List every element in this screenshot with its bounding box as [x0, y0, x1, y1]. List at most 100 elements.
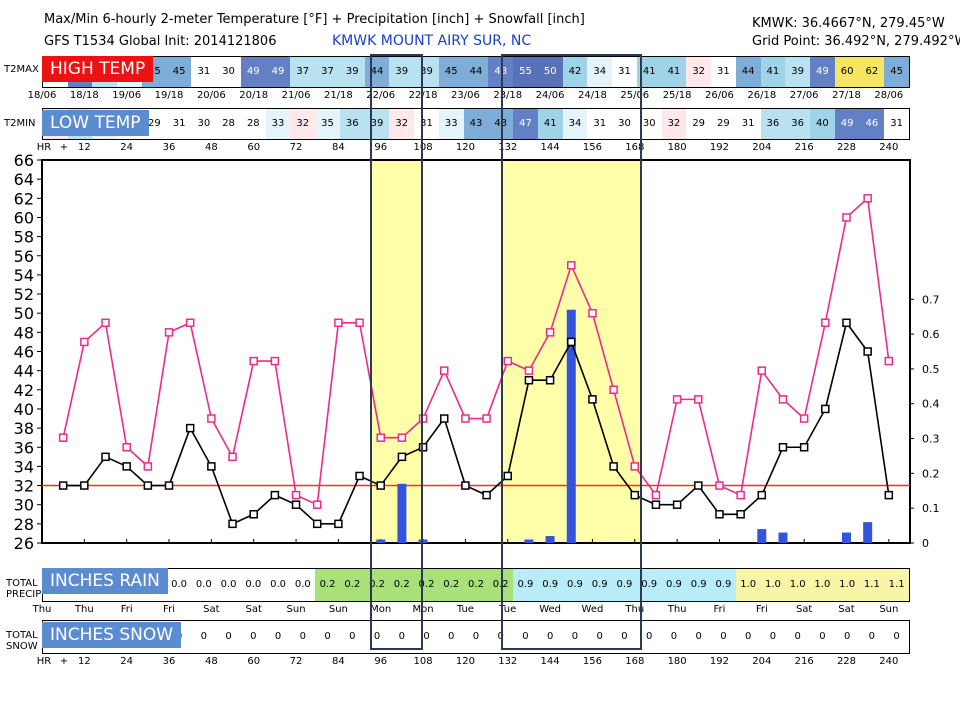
t2min-point	[545, 375, 555, 385]
y-tick-label: 38	[14, 419, 34, 438]
snow-cell: 0	[562, 621, 588, 653]
snow-cell: 0	[389, 621, 415, 653]
day-tick: Thu	[667, 604, 687, 615]
y-tick-label: 62	[14, 189, 34, 208]
y2-tick-label: 0.3	[922, 433, 940, 446]
day-tick: Wed	[539, 604, 561, 615]
t2max-cell: 31	[711, 57, 736, 87]
hour-tick: 180	[667, 656, 687, 667]
t2max-point	[249, 356, 258, 366]
hour-tick: 168	[625, 656, 645, 667]
precip-bar	[841, 532, 851, 543]
precip-cell: 0.2	[414, 569, 439, 601]
snow-cell: 0	[191, 621, 217, 653]
t2max-point	[122, 443, 131, 452]
hour-axis-top: HR +12 24 36 48 60 72 84 96 108 120 132 144 156 168 180…	[0, 142, 960, 156]
t2min-point	[863, 347, 872, 356]
t2min-row: 3239342829313028283332353639323133434347…	[42, 108, 910, 140]
snow-cell: 0	[661, 621, 687, 653]
t2max-cell: 41	[760, 57, 786, 87]
t2min-cell: 30	[636, 109, 662, 139]
precip-cell: 0.9	[636, 569, 662, 601]
hour-tick: 72	[289, 142, 303, 153]
total-precip-label: TOTAL PRECIP	[6, 578, 41, 600]
t2max-cell: 41	[661, 57, 687, 87]
y2-tick-label: 0.2	[922, 467, 940, 480]
snow-cell: 0	[339, 621, 365, 653]
t2min-point	[482, 490, 491, 500]
t2min-cell: 32	[661, 109, 687, 139]
day-tick: Fri	[120, 604, 133, 615]
y-tick-label: 32	[14, 477, 34, 496]
t2min-cell: 28	[216, 109, 241, 139]
t2min-point	[397, 452, 407, 462]
y2-tick-label: 0.6	[922, 328, 940, 341]
day-tick: Sat	[838, 604, 855, 615]
precip-bar	[778, 532, 788, 543]
day-tick: Tue	[456, 604, 474, 615]
t2min-point	[418, 443, 428, 452]
hour-tick: 24	[120, 656, 134, 667]
t2min-line	[63, 320, 890, 525]
t2max-point	[185, 318, 195, 328]
precip-cell: 1.1	[884, 569, 909, 601]
t2max-point	[609, 385, 618, 395]
y-tick-label: 30	[14, 496, 34, 515]
t2max-point	[418, 414, 428, 423]
hour-axis-bottom: HR +12 24 36 48 60 72 84 96 108 120 132 144 156 168 180…	[0, 656, 960, 670]
t2min-point	[630, 490, 640, 500]
t2max-cell: 37	[290, 57, 316, 87]
snow-cell: 0	[240, 621, 266, 653]
t2max-point	[715, 481, 724, 490]
model-init: GFS T1534 Global Init: 2014121806	[44, 34, 277, 49]
t2min-point	[651, 500, 661, 509]
precip-bar	[397, 483, 407, 543]
date-tick: 24/18	[578, 90, 607, 101]
y-tick-label: 48	[14, 323, 34, 342]
t2max-cell: 44	[735, 57, 761, 87]
t2min-cell: 32	[290, 109, 316, 139]
date-tick: 27/06	[789, 90, 819, 101]
total-precip-label-1: TOTAL	[6, 578, 38, 589]
precip-row: 0.00.00.00.00.00.00.00.00.00.00.00.20.20…	[42, 568, 910, 602]
t2max-cell: 62	[859, 57, 885, 87]
t2max-cell: 37	[315, 57, 340, 87]
date-tick: 22/06	[366, 90, 396, 101]
snow-cell: 0	[463, 621, 489, 653]
t2min-cell: 36	[760, 109, 786, 139]
t2max-point	[503, 356, 513, 366]
precip-bar	[545, 536, 555, 543]
hour-tick: 228	[836, 656, 857, 667]
y2-tick-label: 0	[922, 537, 929, 550]
t2min-point	[164, 481, 174, 490]
total-snow-label-2: SNOW	[6, 641, 38, 652]
t2min-point	[842, 318, 851, 328]
t2max-point	[355, 318, 364, 328]
t2min-point	[228, 519, 237, 529]
total-snow-label: TOTAL SNOW	[6, 630, 38, 652]
precip-bar	[524, 539, 534, 543]
hour-tick: 156	[582, 656, 602, 667]
hour-tick: 96	[374, 142, 388, 153]
precip-cell: 0.0	[216, 569, 241, 601]
hour-tick: 240	[879, 656, 899, 667]
hour-tick: 72	[289, 656, 303, 667]
snow-cell: 0	[216, 621, 241, 653]
t2max-point	[863, 194, 872, 203]
t2min-cell: 31	[587, 109, 613, 139]
hour-tick: 144	[540, 142, 560, 153]
t2max-point	[651, 490, 661, 500]
t2max-point	[799, 414, 809, 423]
t2min-cell: 39	[364, 109, 390, 139]
t2min-cell: 31	[735, 109, 761, 139]
t2min-cell: 33	[438, 109, 464, 139]
t2max-point	[524, 366, 534, 375]
t2max-cell: 31	[612, 57, 637, 87]
t2max-point	[736, 490, 745, 500]
y2-tick-label: 0.1	[922, 502, 940, 515]
date-tick: 20/06	[196, 90, 226, 101]
day-tick: Fri	[755, 604, 768, 615]
t2max-cell: 49	[240, 57, 266, 87]
hour-tick: 108	[413, 142, 433, 153]
precip-cell: 1.0	[834, 569, 860, 601]
